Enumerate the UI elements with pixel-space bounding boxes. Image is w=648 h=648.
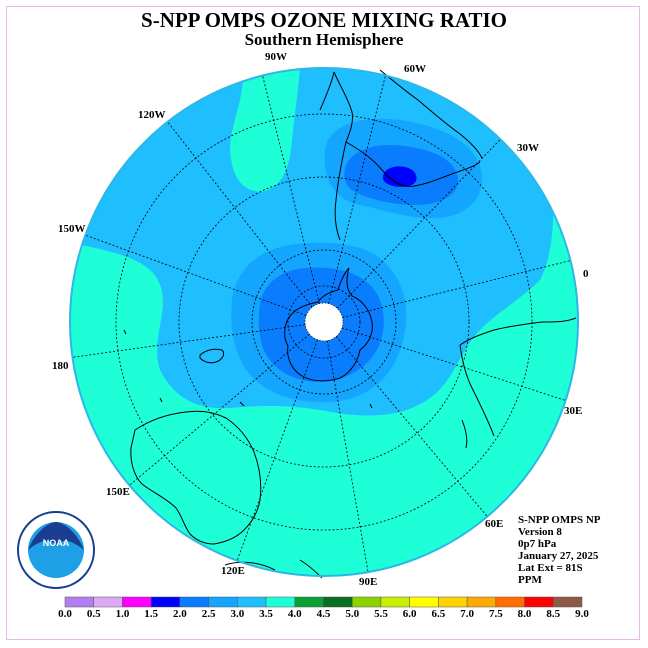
lon-label-30w: 30W [517,142,539,154]
info-units: PPM [518,574,542,586]
map-border [69,67,579,577]
colorbar-tick-label: 2.5 [201,608,216,620]
colorbar-tick-label: 4.0 [287,608,302,620]
coast-islands [123,329,373,579]
lat-circle-75s [251,249,397,395]
colorbar-tick-label: 1.0 [115,608,130,620]
info-date: January 27, 2025 [518,550,599,562]
coastlines [123,69,577,579]
colorbar-tick-label: 0.5 [86,608,101,620]
colorbar-swatch [323,596,353,608]
meridian-line [328,75,386,304]
meridian-line [236,339,318,561]
colorbar-swatch [495,596,525,608]
noaa-logo [17,511,95,589]
colorbar-swatch [553,596,583,608]
pole-gap-edge [304,302,344,342]
info-version: Version 8 [518,526,562,538]
lat-circle-45s [115,113,533,531]
colorbar-swatch [294,596,324,608]
lon-label-150e: 150E [106,486,130,498]
graticule [115,113,533,531]
colorbar-swatch [265,596,296,608]
colorbar-swatch [351,596,382,608]
coast-australia [130,410,262,545]
colorbar-tick-label: 5.5 [374,608,388,620]
lon-label-60w: 60W [404,63,426,75]
field-3-5-4-0-pacific [70,150,578,576]
colorbar-tick-label: 1.5 [144,608,159,620]
coast-south-america [319,69,483,241]
colorbar-swatch [179,596,209,608]
colorbar-tick-label: 9.0 [575,608,589,620]
colorbar-swatch [122,596,152,608]
map-title: S-NPP OMPS OZONE MIXING RATIO [141,8,507,32]
colorbar-swatch [93,596,123,608]
colorbar-tick-label: 6.0 [402,608,417,620]
colorbar-tick-label: 6.5 [431,608,446,620]
field-3-5-4-0-north [230,68,300,192]
colorbar-swatch [208,596,238,608]
coast-africa [459,317,577,449]
meridian-line [341,327,566,401]
meridian-line [326,340,369,573]
lon-label-90w: 90W [265,51,287,63]
lon-label-30e: 30E [564,405,583,417]
meridians [72,75,571,573]
map-subtitle: Southern Hemisphere [244,30,404,49]
lon-label-60e: 60E [485,518,504,530]
colorbar-tick-label: 0.0 [58,608,72,620]
lon-label-150w: 150W [58,223,86,235]
colorbar-swatch [237,596,267,608]
info-box: S-NPP OMPS NP Version 8 0p7 hPa January … [518,514,601,586]
colorbar-tick-label: 3.0 [230,608,245,620]
colorbar-tick-label: 3.5 [259,608,273,620]
lon-label-120e: 120E [221,565,245,577]
colorbar-tick-label: 7.0 [460,608,474,620]
meridian-line [262,75,320,304]
pole-gap [305,303,343,341]
meridian-line [167,121,313,308]
field-1-5-2-0-max [382,166,417,187]
meridian-line [129,333,310,486]
meridian-line [85,234,307,316]
coast-new-zealand [199,348,225,364]
colorbar-tick-label: 5.0 [345,608,360,620]
colorbar-tick-label: 8.5 [546,608,561,620]
lat-circle-60s [178,176,470,468]
lat-circle-81s [287,285,361,359]
noaa-logo-text: NOAA [42,538,70,548]
meridian-line [336,139,501,309]
colorbar-tick-label: 4.5 [316,608,331,620]
lon-label-120w: 120W [138,109,166,121]
colorbar-swatch [64,596,94,608]
colorbar-tick-label: 8.0 [517,608,532,620]
figure-frame [6,6,640,640]
colorbar-swatch [438,596,468,608]
info-product: S-NPP OMPS NP [518,514,601,526]
coast-antarctica [284,267,373,382]
colorbar-swatch [524,596,554,608]
lon-label-180: 180 [52,360,69,372]
info-level: 0p7 hPa [518,538,557,550]
colorbar-swatch [466,596,497,608]
colorbar-swatch [409,596,439,608]
meridian-line [72,324,306,358]
colorbar-tick-label: 7.5 [488,608,503,620]
colorbar [64,596,583,608]
info-lat-ext: Lat Ext = 81S [518,562,583,574]
lon-label-0: 0 [583,268,589,280]
lon-label-90e: 90E [359,576,378,588]
meridian-line [335,336,488,517]
colorbar-tick-label: 2.0 [173,608,187,620]
colorbar-swatch [150,596,181,608]
colorbar-swatch [380,596,410,608]
meridian-line [342,260,571,318]
